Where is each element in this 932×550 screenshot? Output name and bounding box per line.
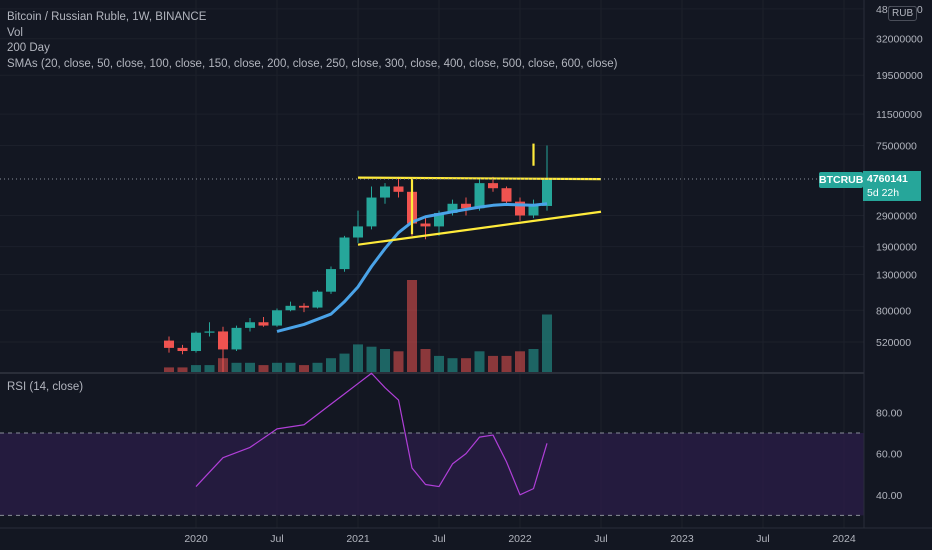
symbol-price-tag: BTCRUB — [819, 172, 864, 188]
candle-body — [528, 205, 539, 216]
symbol-title[interactable]: Bitcoin / Russian Ruble, 1W, BINANCE — [7, 11, 207, 23]
candle-body — [258, 322, 269, 326]
candle-body — [312, 291, 323, 308]
moving-averages — [276, 202, 548, 333]
price-candles — [164, 145, 552, 374]
candle-body — [245, 322, 255, 328]
volume-bar — [204, 365, 215, 372]
bar-countdown: 5d 22h — [867, 187, 900, 199]
volume-bar — [474, 351, 485, 372]
candle-body — [339, 237, 350, 270]
last-price-value: 4760141 — [867, 173, 908, 185]
time-axis-label: Jul — [432, 533, 445, 545]
candle-body — [461, 203, 471, 209]
rsi-indicator-label[interactable]: RSI (14, close) — [7, 381, 84, 393]
candle-body — [501, 188, 512, 202]
currency-badge[interactable]: RUB — [888, 6, 918, 21]
volume-bar — [164, 367, 174, 372]
time-axis-label: 2020 — [184, 533, 208, 545]
rsi-pane — [0, 372, 864, 516]
volume-bar — [353, 344, 363, 372]
volume-bar — [312, 362, 323, 372]
candle-body — [488, 183, 498, 189]
volume-bar — [528, 349, 539, 372]
rsi-axis-label: 80.00 — [876, 407, 902, 419]
last-price-tag: 4760141 5d 22h — [863, 171, 921, 201]
volume-bar — [515, 351, 525, 372]
volume-bar — [447, 358, 458, 372]
volume-bar — [272, 362, 282, 372]
candle-body — [393, 186, 404, 192]
ma-200-line — [276, 202, 548, 333]
candle-body — [299, 305, 309, 308]
candle-body — [366, 197, 377, 227]
smas-indicator-label[interactable]: SMAs (20, close, 50, close, 100, close, … — [7, 57, 618, 70]
time-axis-label: Jul — [756, 533, 769, 545]
volume-bar — [542, 314, 552, 372]
volume-bar — [407, 280, 417, 372]
volume-bar — [299, 365, 309, 372]
price-axis-label: 800000 — [876, 305, 911, 317]
volume-bar — [393, 351, 404, 372]
candle-body — [380, 186, 390, 198]
time-axis-label: 2021 — [346, 533, 370, 545]
candle-body — [231, 327, 242, 350]
time-axis[interactable]: 2020 Jul 2021 Jul 2022 Jul 2023 Jul 2024 — [184, 533, 856, 545]
candle-body — [515, 201, 525, 216]
volume-bar — [177, 367, 188, 372]
price-axis-label: 19500000 — [876, 70, 923, 82]
volume-bar — [231, 362, 242, 372]
candle-body — [285, 305, 296, 311]
volume-bar — [488, 355, 498, 372]
volume-bar — [501, 355, 512, 372]
candle-body — [218, 331, 228, 350]
candle-body — [420, 223, 431, 227]
volume-bar — [434, 355, 444, 372]
price-axis-label: 2900000 — [876, 210, 917, 222]
price-axis-label: 1300000 — [876, 270, 917, 282]
volume-bar — [366, 346, 377, 372]
volume-bar — [420, 349, 431, 372]
rsi-line — [195, 372, 548, 496]
candle-body — [191, 332, 201, 352]
candle-body — [177, 347, 188, 352]
time-axis-label: 2022 — [508, 533, 532, 545]
candle-body — [447, 203, 458, 213]
volume-bar — [326, 358, 336, 372]
volume-bar — [191, 365, 201, 372]
candle-body — [542, 179, 552, 206]
price-axis[interactable]: 4800000032000000195000001150000075000002… — [863, 0, 923, 528]
ma-200-label[interactable]: 200 Day — [7, 42, 50, 54]
price-axis-label: 7500000 — [876, 141, 917, 153]
price-axis-label: 11500000 — [876, 109, 922, 121]
rsi-axis-label: 40.00 — [876, 490, 902, 502]
volume-bar — [285, 362, 296, 372]
candle-body — [474, 183, 485, 209]
price-axis-label: 1900000 — [876, 242, 917, 254]
volume-indicator-label[interactable]: Vol — [7, 26, 23, 39]
time-axis-label: Jul — [594, 533, 607, 545]
volume-bar — [245, 362, 255, 372]
candle-body — [164, 340, 174, 348]
volume-bar — [461, 358, 471, 372]
candle-body — [326, 269, 336, 292]
candle-body — [272, 310, 282, 326]
rsi-axis-label: 60.00 — [876, 449, 902, 461]
candle-body — [353, 226, 363, 238]
time-axis-label: 2023 — [670, 533, 694, 545]
volume-bar — [258, 365, 269, 372]
candle-body — [434, 212, 444, 227]
time-axis-label: Jul — [270, 533, 283, 545]
time-axis-label: 2024 — [832, 533, 856, 545]
trendline-support — [357, 210, 602, 246]
chart-legend: Bitcoin / Russian Ruble, 1W, BINANCE Vol… — [7, 10, 617, 72]
volume-bar — [339, 353, 350, 372]
price-axis-label: 32000000 — [876, 34, 923, 46]
volume-bar — [380, 349, 390, 372]
rsi-band — [0, 433, 864, 516]
candle-body — [204, 331, 215, 333]
price-axis-label: 520000 — [876, 337, 911, 349]
